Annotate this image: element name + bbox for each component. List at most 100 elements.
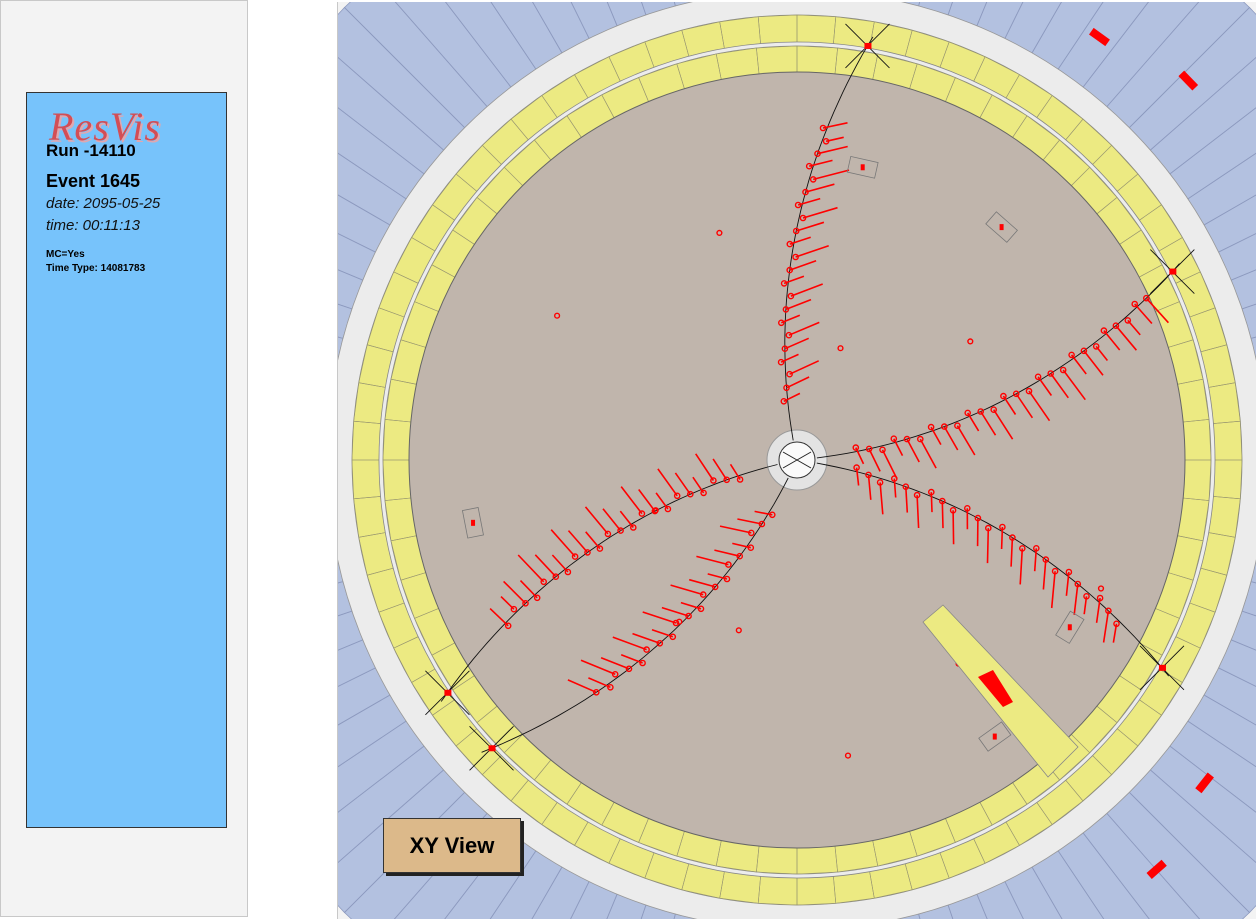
hit-marker: [710, 477, 717, 484]
hit-marker: [1112, 322, 1120, 330]
hit-segment: [670, 584, 704, 596]
hit-segment: [1037, 376, 1053, 396]
ring-hit: [1169, 268, 1177, 275]
hit-marker: [1065, 568, 1073, 576]
hit-marker: [777, 358, 785, 366]
hit-segment: [1145, 297, 1169, 324]
hit-segment: [1033, 548, 1038, 572]
hit-segment: [655, 492, 669, 510]
sensor-hit: [999, 224, 1004, 231]
hit-segment: [1042, 559, 1047, 590]
hit-segment: [550, 529, 576, 558]
hit-marker: [1068, 351, 1075, 359]
hit-segment: [674, 472, 691, 495]
hit-segment: [786, 376, 810, 389]
hit-segment: [719, 525, 752, 534]
track-3: [816, 462, 1170, 677]
isolated-hit: [967, 338, 974, 345]
hit-segment: [1028, 390, 1051, 422]
event-display-canvas[interactable]: [338, 2, 1256, 919]
hit-segment: [657, 468, 678, 497]
hit-segment: [651, 628, 674, 638]
track-4: [440, 464, 778, 702]
hit-marker: [1025, 387, 1033, 395]
isolated-hit: [844, 752, 852, 759]
hit-segment: [1010, 537, 1014, 567]
xy-view-panel[interactable]: XY View: [337, 2, 1256, 919]
hit-marker: [794, 201, 802, 209]
hit-segment: [941, 501, 944, 529]
hit-marker: [879, 446, 886, 454]
hit-marker: [768, 511, 776, 519]
hit-segment: [986, 528, 990, 564]
ring-hit: [864, 42, 872, 49]
hit-segment: [789, 236, 811, 245]
hit-marker: [786, 266, 794, 274]
hit-segment: [1015, 393, 1034, 419]
mc-flag: MC=Yes: [46, 249, 85, 260]
hit-segment: [795, 221, 825, 232]
hit-marker: [890, 435, 898, 443]
hit-segment: [712, 458, 728, 481]
hit-marker: [643, 646, 650, 653]
hit-segment: [534, 554, 557, 578]
hit-marker: [1083, 593, 1090, 600]
event-time: time: 00:11:13: [46, 217, 140, 234]
hit-marker: [596, 545, 604, 552]
hit-marker: [954, 422, 961, 430]
hit-segment: [680, 601, 702, 610]
hit-marker: [780, 280, 788, 287]
hit-segment: [1065, 571, 1070, 596]
hit-marker: [673, 492, 681, 500]
hit-segment: [584, 506, 609, 535]
event-date: date: 2095-05-25: [46, 195, 161, 212]
hit-marker: [564, 568, 572, 576]
hit-segment: [489, 608, 509, 627]
sensor-hit: [860, 164, 865, 171]
hit-marker: [611, 671, 619, 678]
calorimeter-hit: [1146, 859, 1167, 879]
hit-segment: [788, 321, 820, 336]
hit-marker: [902, 483, 910, 491]
hit-segment: [881, 449, 898, 479]
hit-segment: [1002, 395, 1017, 415]
hit-segment: [1095, 597, 1101, 623]
hit-segment: [588, 677, 611, 689]
hit-marker: [697, 605, 705, 613]
hit-segment: [817, 145, 848, 155]
isolated-hit: [1097, 585, 1105, 592]
hit-segment: [812, 169, 850, 181]
vertex-mark: [782, 451, 812, 469]
hit-segment: [780, 314, 801, 324]
hit-marker: [625, 665, 633, 673]
hit-marker: [617, 527, 624, 534]
ring-hit: [1158, 664, 1166, 671]
hit-marker: [510, 605, 518, 613]
hit-segment: [956, 425, 976, 456]
hit-marker: [552, 573, 560, 581]
hit-segment: [1050, 373, 1069, 399]
hit-segment: [714, 549, 740, 557]
ring-hit: [488, 745, 496, 752]
hit-marker: [787, 292, 795, 300]
hit-marker: [985, 524, 992, 532]
hit-marker: [865, 471, 872, 479]
hit-marker: [629, 524, 637, 531]
hit-segment: [797, 197, 821, 206]
hit-marker: [777, 319, 785, 327]
hit-marker: [1143, 294, 1150, 302]
hit-marker: [913, 491, 921, 499]
hit-segment: [602, 508, 622, 532]
track-2: [816, 263, 1180, 459]
isolated-hit: [716, 229, 723, 237]
hit-marker: [1047, 370, 1055, 377]
hit-marker: [792, 227, 800, 235]
hit-segment: [632, 632, 661, 645]
hit-segment: [785, 298, 812, 311]
hit-marker: [785, 331, 793, 339]
view-label-button[interactable]: XY View: [383, 818, 521, 873]
hit-segment: [809, 159, 833, 167]
hit-marker: [607, 684, 614, 691]
hit-segment: [867, 474, 872, 500]
hit-marker: [1092, 343, 1100, 350]
